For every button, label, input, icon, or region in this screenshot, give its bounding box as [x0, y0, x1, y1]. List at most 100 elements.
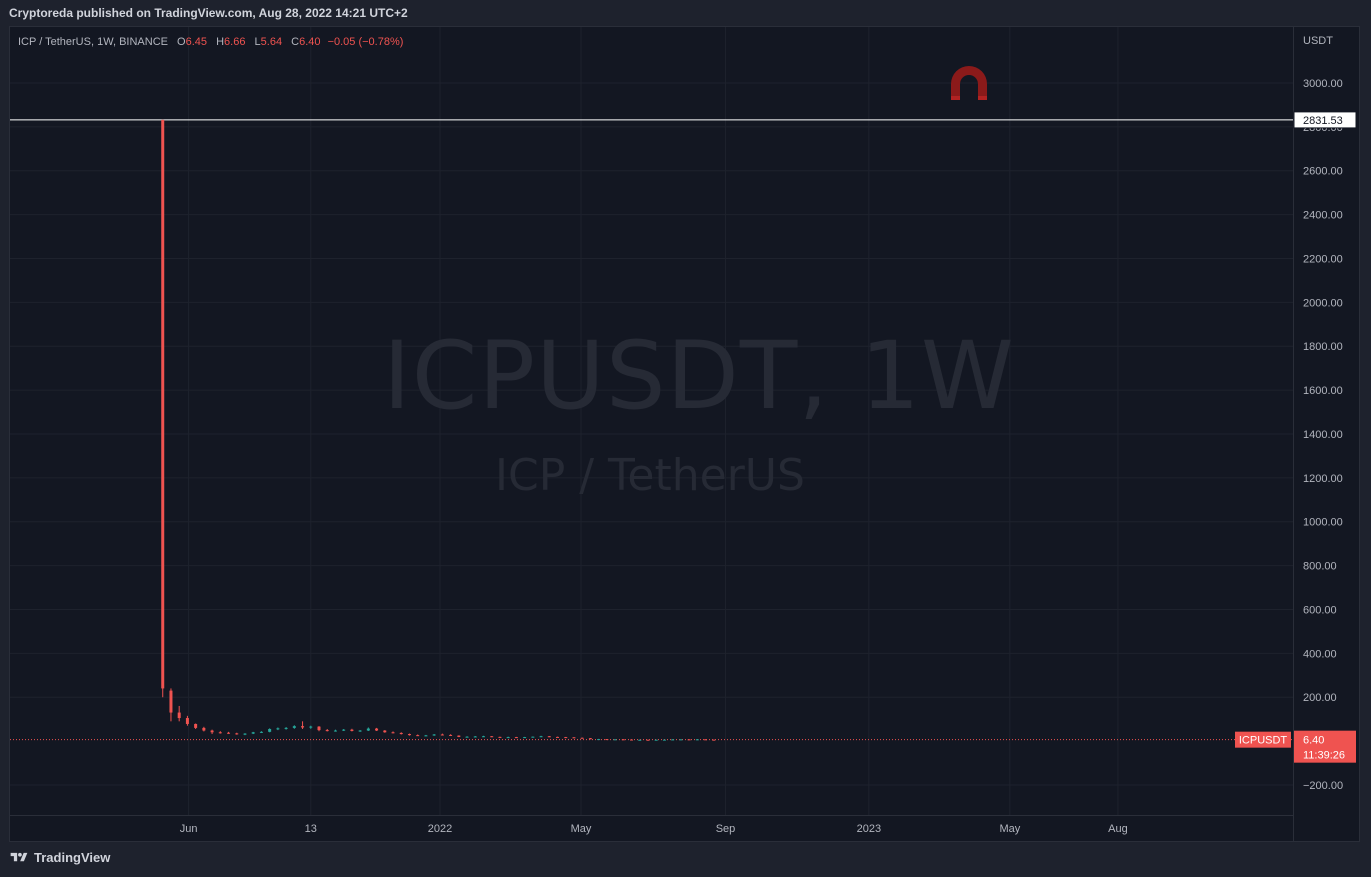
candle	[695, 739, 699, 741]
candle	[613, 739, 617, 741]
price-tick-label: 2400.00	[1303, 210, 1343, 222]
candle	[498, 736, 502, 738]
candle	[407, 733, 411, 736]
candle	[416, 734, 420, 737]
candle-body	[547, 736, 551, 738]
candle-body	[194, 723, 198, 728]
candle	[605, 738, 609, 741]
candle-body	[251, 732, 255, 734]
candle	[358, 730, 362, 732]
candle	[333, 729, 337, 732]
candle	[457, 735, 461, 738]
candle	[580, 737, 584, 739]
last-price-text: 6.40	[1303, 735, 1324, 747]
price-tick-label: 800.00	[1303, 561, 1337, 573]
candle-body	[572, 737, 576, 739]
candle	[679, 739, 683, 741]
symbol-tag	[1235, 731, 1291, 748]
candle	[424, 734, 428, 737]
candle	[662, 739, 666, 741]
candle	[235, 732, 239, 735]
candle-body	[210, 730, 214, 733]
candle-body	[350, 729, 354, 731]
candle-body	[539, 736, 543, 738]
candle-body	[309, 726, 313, 728]
candle	[687, 739, 691, 741]
price-labels: 2831.53 ICPUSDT 6.40 11:39:26	[1235, 111, 1357, 763]
candle-body	[424, 735, 428, 737]
candle	[654, 739, 658, 741]
price-tick-label: 400.00	[1303, 648, 1337, 660]
legend-high-value: 6.66	[224, 36, 246, 48]
candle-body	[366, 728, 370, 731]
candle-body	[457, 735, 461, 737]
candle	[712, 739, 716, 741]
ohlc-legend: ICP / TetherUS, 1W, BINANCE O6.45 H6.66 …	[18, 36, 403, 48]
candle	[251, 731, 255, 735]
candle-body	[399, 732, 403, 735]
candle-body	[292, 726, 296, 728]
price-tick-label: 1600.00	[1303, 385, 1343, 397]
price-tick-label: 2200.00	[1303, 253, 1343, 265]
candle	[547, 736, 551, 738]
time-tick-label: May	[999, 823, 1020, 835]
horizontal-line-price-text: 2831.53	[1303, 115, 1343, 127]
legend-open-label: O	[177, 36, 186, 48]
candle-body	[449, 734, 453, 736]
candle	[227, 731, 231, 734]
price-tick-label: 600.00	[1303, 604, 1337, 616]
candle	[284, 727, 288, 730]
grid-lines	[10, 27, 1293, 815]
candle	[317, 726, 321, 732]
price-axis-currency: USDT	[1303, 35, 1333, 47]
candle	[646, 739, 650, 741]
candle-body	[498, 736, 502, 738]
candle-body	[202, 727, 206, 731]
brand-footer[interactable]: TradingView	[9, 850, 110, 865]
time-axis[interactable]: Jun 13 2022 May Sep 2023 May Aug	[10, 815, 1293, 836]
candle-body	[465, 736, 469, 738]
candle-body	[630, 739, 634, 741]
candle-series	[161, 119, 716, 741]
candle-body	[235, 733, 239, 735]
price-tick-label: 1200.00	[1303, 473, 1343, 485]
publish-caption: Cryptoreda published on TradingView.com,…	[9, 6, 408, 20]
watermark-description: ICP / TetherUS	[495, 450, 805, 501]
price-tick-label: 3000.00	[1303, 78, 1343, 90]
candle	[350, 728, 354, 732]
candle-body	[161, 119, 165, 689]
candle	[506, 736, 510, 739]
candle-body	[358, 730, 362, 732]
magnet-icon	[951, 66, 987, 100]
candle-body	[391, 732, 395, 734]
chart-frame[interactable]: USDT3000.002800.002600.002400.002200.002…	[9, 26, 1360, 842]
candle-body	[169, 690, 173, 713]
candle-body	[243, 733, 247, 735]
candle-body	[227, 732, 231, 734]
candle	[531, 736, 535, 738]
candle-body	[514, 737, 518, 739]
candle-body	[317, 726, 321, 731]
candle	[440, 733, 444, 736]
candlestick-chart[interactable]: USDT3000.002800.002600.002400.002200.002…	[10, 27, 1359, 841]
candle-body	[712, 739, 716, 741]
candle	[259, 731, 263, 733]
candle-body	[284, 727, 288, 729]
candle-body	[588, 738, 592, 740]
candle	[210, 729, 214, 735]
candle	[514, 736, 518, 739]
candle	[325, 729, 329, 732]
price-tick-label: 1400.00	[1303, 429, 1343, 441]
candle-body	[704, 739, 708, 741]
time-tick-label: May	[571, 823, 592, 835]
candle	[309, 725, 313, 729]
candle-body	[523, 737, 527, 739]
candle	[449, 734, 453, 736]
candle-body	[580, 737, 584, 739]
candle-body	[695, 739, 699, 741]
time-tick-label: 2023	[857, 823, 881, 835]
candle-body	[556, 736, 560, 738]
candle-body	[407, 734, 411, 736]
legend-symbol: ICP / TetherUS, 1W, BINANCE	[18, 36, 168, 48]
watermark-symbol: ICPUSDT, 1W	[383, 322, 1015, 431]
